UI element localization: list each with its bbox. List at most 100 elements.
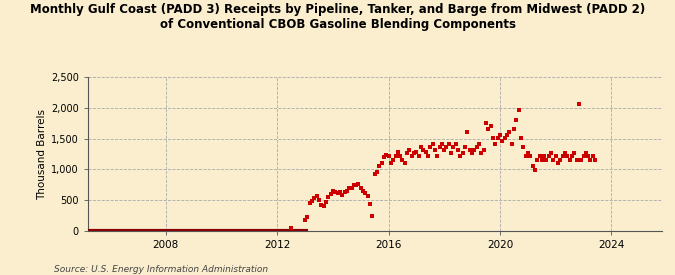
Point bbox=[318, 204, 329, 208]
Point bbox=[323, 194, 333, 199]
Point bbox=[578, 154, 589, 159]
Point bbox=[413, 154, 424, 159]
Point bbox=[385, 160, 396, 165]
Point bbox=[448, 145, 459, 149]
Point bbox=[418, 148, 429, 153]
Point bbox=[462, 130, 472, 134]
Point bbox=[371, 170, 382, 174]
Point bbox=[481, 120, 491, 125]
Point bbox=[334, 189, 345, 194]
Point bbox=[573, 102, 584, 106]
Point bbox=[560, 151, 570, 156]
Point bbox=[497, 139, 508, 143]
Point bbox=[404, 148, 415, 153]
Point bbox=[541, 157, 552, 162]
Point bbox=[316, 202, 327, 207]
Point bbox=[474, 142, 485, 146]
Point bbox=[388, 157, 399, 162]
Point bbox=[390, 154, 401, 159]
Point bbox=[327, 189, 338, 193]
Point bbox=[437, 142, 448, 146]
Point bbox=[304, 201, 315, 205]
Point bbox=[443, 142, 454, 146]
Point bbox=[571, 157, 582, 162]
Point bbox=[469, 148, 480, 153]
Point bbox=[502, 133, 512, 137]
Point bbox=[402, 151, 412, 156]
Point bbox=[471, 145, 482, 149]
Point bbox=[339, 189, 350, 194]
Point bbox=[490, 142, 501, 146]
Point bbox=[348, 183, 359, 187]
Point bbox=[527, 164, 538, 168]
Point bbox=[550, 154, 561, 159]
Point bbox=[492, 136, 503, 140]
Point bbox=[358, 189, 369, 193]
Point bbox=[302, 215, 313, 220]
Point bbox=[416, 145, 427, 149]
Point bbox=[520, 154, 531, 159]
Point bbox=[476, 151, 487, 156]
Point bbox=[369, 172, 380, 177]
Point bbox=[306, 199, 317, 204]
Point bbox=[362, 194, 373, 198]
Point bbox=[495, 133, 506, 137]
Point bbox=[583, 154, 593, 159]
Point bbox=[360, 191, 371, 196]
Point bbox=[379, 155, 389, 159]
Point bbox=[537, 157, 547, 162]
Point bbox=[332, 191, 343, 195]
Point bbox=[374, 164, 385, 168]
Point bbox=[325, 192, 336, 196]
Y-axis label: Thousand Barrels: Thousand Barrels bbox=[36, 109, 47, 199]
Point bbox=[397, 157, 408, 162]
Point bbox=[566, 154, 577, 159]
Point bbox=[434, 145, 445, 149]
Point bbox=[513, 108, 524, 112]
Point bbox=[585, 157, 596, 162]
Point bbox=[432, 154, 443, 159]
Point bbox=[558, 154, 568, 159]
Point bbox=[421, 149, 431, 154]
Point bbox=[411, 149, 422, 154]
Point bbox=[313, 198, 324, 202]
Point bbox=[409, 151, 420, 156]
Point bbox=[455, 154, 466, 159]
Point bbox=[353, 182, 364, 186]
Point bbox=[286, 226, 296, 230]
Point bbox=[406, 154, 417, 159]
Point bbox=[516, 136, 526, 140]
Point bbox=[346, 186, 357, 190]
Point bbox=[427, 142, 438, 146]
Point bbox=[430, 148, 441, 153]
Point bbox=[545, 151, 556, 156]
Point bbox=[367, 213, 378, 218]
Point bbox=[555, 157, 566, 162]
Point bbox=[423, 154, 433, 159]
Point bbox=[504, 130, 514, 134]
Point bbox=[539, 154, 549, 159]
Point bbox=[329, 189, 340, 194]
Point bbox=[506, 142, 517, 146]
Point bbox=[564, 157, 575, 162]
Point bbox=[311, 194, 322, 198]
Point bbox=[548, 157, 559, 162]
Point bbox=[308, 196, 319, 200]
Point bbox=[532, 157, 543, 162]
Point bbox=[534, 154, 545, 159]
Point bbox=[587, 154, 598, 159]
Point bbox=[439, 148, 450, 153]
Point bbox=[524, 154, 535, 159]
Point bbox=[392, 149, 403, 154]
Point bbox=[522, 151, 533, 156]
Point bbox=[562, 154, 573, 159]
Point bbox=[400, 160, 410, 165]
Point bbox=[350, 183, 361, 187]
Point bbox=[487, 136, 498, 140]
Point bbox=[518, 145, 529, 149]
Point bbox=[441, 145, 452, 149]
Point bbox=[450, 142, 461, 146]
Point bbox=[511, 117, 522, 122]
Point bbox=[576, 157, 587, 162]
Point bbox=[383, 154, 394, 159]
